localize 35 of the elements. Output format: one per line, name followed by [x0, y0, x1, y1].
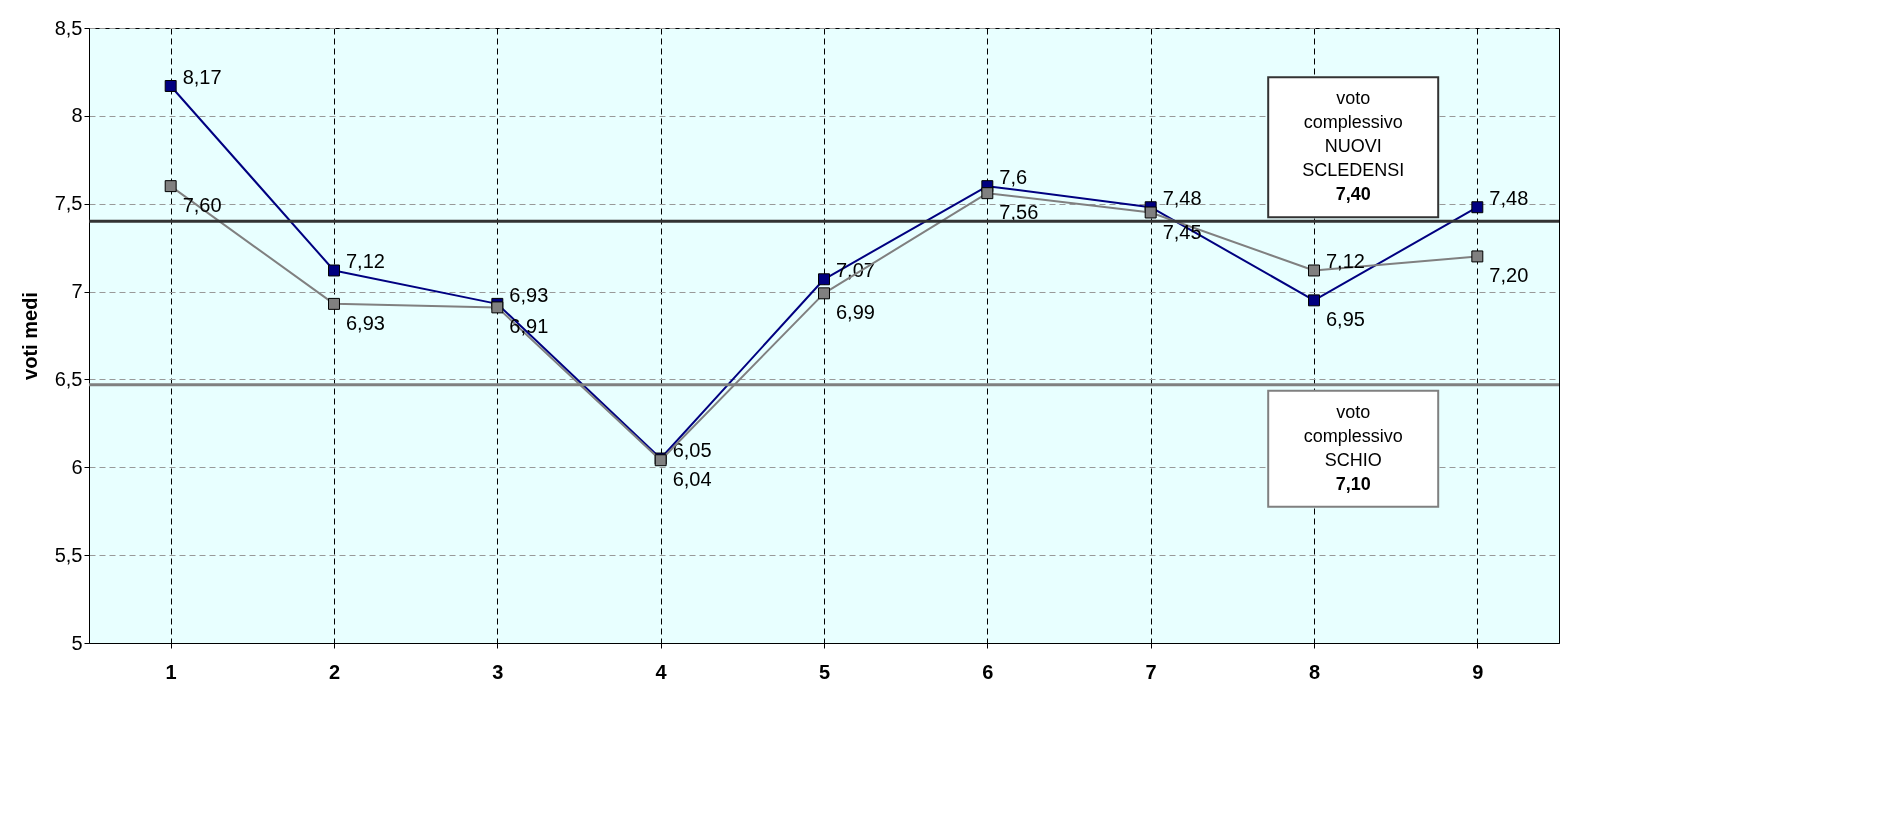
- data-label: 6,99: [836, 301, 875, 324]
- y-tick-label: 7: [71, 280, 83, 303]
- data-label: 6,93: [509, 283, 549, 306]
- data-label: 8,17: [182, 65, 222, 88]
- data-label: 6,93: [346, 311, 385, 334]
- y-tick-label: 5,5: [54, 543, 83, 566]
- x-tick-label: 3: [492, 660, 504, 683]
- ref-line-label: voto complessivo SCHIO 7,10: [1303, 401, 1403, 494]
- data-label: 7,60: [182, 194, 222, 217]
- y-tick-label: 7,5: [54, 192, 83, 215]
- x-tick-label: 1: [165, 660, 177, 683]
- y-tick-label: 5: [71, 631, 83, 654]
- x-tick-label: 7: [1145, 660, 1157, 683]
- x-tick-label: 2: [328, 660, 341, 683]
- y-tick-label: 6,5: [54, 367, 83, 390]
- y-tick-label: 8,5: [54, 16, 83, 39]
- data-label: 6,05: [672, 438, 712, 461]
- data-label: 7,12: [1326, 250, 1365, 273]
- x-tick-label: 4: [655, 660, 668, 683]
- x-tick-label: 8: [1308, 660, 1321, 683]
- x-tick-label: 6: [982, 660, 994, 683]
- data-label: 7,20: [1489, 264, 1529, 287]
- y-tick-label: 6: [71, 455, 83, 478]
- data-label: 6,95: [1326, 308, 1365, 331]
- data-label: 7,48: [1489, 187, 1529, 210]
- ref-line-label: voto complessivo NUOVI SCLEDENSI 7,40: [1302, 88, 1405, 205]
- data-label: 6,04: [672, 468, 712, 491]
- x-tick-label: 9: [1472, 660, 1484, 683]
- x-tick-label: 5: [818, 660, 831, 683]
- data-label: 7,56: [999, 201, 1039, 224]
- data-label: 7,6: [999, 166, 1028, 189]
- y-tick-label: 8: [71, 104, 83, 127]
- data-label: 7,48: [1162, 187, 1202, 210]
- data-label: 7,12: [346, 250, 385, 273]
- y-axis-title: voti medi: [18, 292, 41, 380]
